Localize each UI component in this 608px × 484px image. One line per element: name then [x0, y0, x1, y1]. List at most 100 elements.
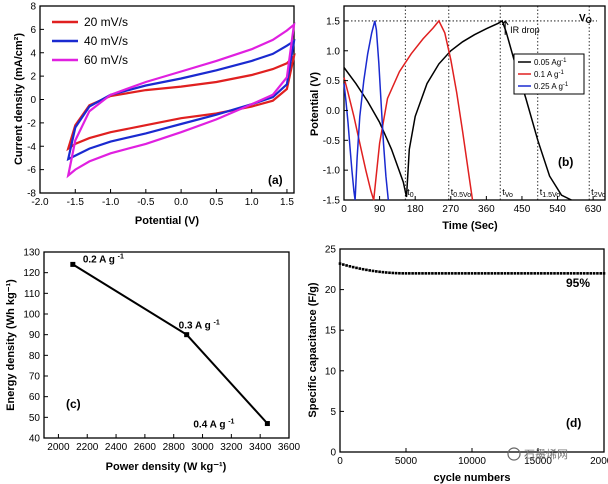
y-tick-label: 110 — [24, 289, 40, 300]
y-tick-label: 50 — [29, 413, 41, 424]
cycle-point — [414, 272, 418, 275]
panel-c-ylabel: Energy density (Wh kg⁻¹) — [5, 279, 17, 411]
gcd-curve — [343, 19, 474, 201]
cycle-point — [576, 272, 579, 275]
cycle-point — [493, 272, 497, 275]
y-tick-label: 25 — [325, 245, 337, 256]
ir-drop-arrowhead — [501, 20, 509, 26]
ragone-point — [184, 332, 190, 338]
cycle-point — [474, 272, 477, 275]
cycle-point — [467, 272, 470, 275]
y-tick-label: 1.5 — [326, 16, 340, 27]
y-tick-label: -4 — [27, 142, 36, 153]
gcd-curve — [343, 20, 390, 201]
cycle-point — [602, 272, 606, 275]
watermark: 石墨烯网 — [507, 447, 568, 461]
cycle-point — [530, 272, 533, 275]
panel-b-legend: 0.05 Ag-1 0.1 A g-1 0.25 A g-1 — [513, 53, 585, 95]
x-tick-label: -1.5 — [67, 197, 85, 208]
cycle-point — [497, 272, 500, 275]
x-tick-label: 2800 — [163, 442, 186, 453]
cycle-point — [375, 270, 378, 273]
x-tick-label: 0 — [337, 456, 343, 467]
ragone-point-superscript: -1 — [118, 253, 124, 260]
cycle-point — [592, 272, 596, 275]
cycle-point — [391, 271, 395, 275]
cycle-point — [348, 265, 352, 268]
cycle-point — [520, 272, 523, 275]
time-marker-label: t0 — [407, 187, 414, 199]
cycle-point — [510, 272, 513, 275]
cycle-point — [457, 272, 461, 275]
cycle-point — [546, 272, 550, 275]
cycle-point — [427, 272, 431, 275]
x-tick-label: 180 — [407, 204, 424, 215]
y-tick-label: 10 — [325, 366, 337, 377]
cycle-point — [368, 269, 371, 272]
panel-b-gcd-chart: 0 90 180 270 360 450 540 630 -1.5 -1.0 -0.5 0.0 0.5 1… — [309, 5, 606, 232]
cycle-point — [401, 272, 404, 275]
cycle-point — [470, 272, 474, 275]
x-tick-label: 3000 — [191, 442, 214, 453]
legend-entry: 60 mV/s — [84, 53, 128, 67]
y-tick-label: 70 — [29, 372, 41, 383]
cycle-point — [526, 272, 530, 275]
cycle-point — [523, 272, 527, 275]
gcd-curve — [343, 19, 572, 201]
x-tick-label: 0.0 — [174, 197, 188, 208]
cycle-point — [447, 272, 451, 275]
cv-loop-60-mV-s — [66, 22, 296, 179]
y-tick-label: 2 — [30, 72, 36, 83]
wechat-icon — [507, 447, 521, 461]
cycle-point — [358, 267, 362, 270]
cycle-point — [450, 272, 454, 275]
time-marker-subscript: 2Vo — [594, 192, 606, 199]
y-tick-label: -1.0 — [323, 166, 341, 177]
cycle-point — [540, 272, 543, 275]
cycle-point — [404, 272, 408, 275]
x-tick-label: 3200 — [220, 442, 243, 453]
panel-b-xlabel: Time (Sec) — [442, 220, 498, 232]
y-tick-label: 0 — [330, 448, 336, 459]
cycle-point — [338, 262, 342, 265]
y-tick-label: 90 — [29, 330, 41, 341]
x-tick-label: 2400 — [105, 442, 128, 453]
panel-a-ylabel: Current density (mA/cm²) — [13, 33, 25, 165]
ir-drop-label: IR drop — [510, 25, 540, 35]
cycle-point — [431, 272, 434, 275]
cycle-point — [477, 272, 480, 275]
cycle-point — [381, 270, 385, 274]
cycle-point — [394, 271, 398, 275]
y-tick-label: -2 — [27, 118, 36, 129]
x-tick-label: 2600 — [134, 442, 157, 453]
cycle-point — [503, 272, 507, 275]
y-tick-label: 4 — [30, 48, 36, 59]
cycle-point — [421, 272, 424, 275]
cycle-point — [371, 269, 375, 273]
y-tick-label: 1.0 — [326, 46, 340, 57]
time-marker-subscript: Vo — [505, 192, 513, 199]
cycle-point — [490, 272, 494, 275]
cycle-point — [507, 272, 510, 275]
time-marker-subscript: 1.5Vo — [542, 192, 560, 199]
cycle-point — [596, 272, 599, 275]
y-tick-label: -1.5 — [323, 196, 341, 207]
y-tick-label: 20 — [325, 285, 337, 296]
legend-superscript: -1 — [561, 58, 567, 64]
cycle-point — [513, 272, 517, 275]
panel-d-cycling-chart: 0 5000 10000 15000 20000 0 5 10 15 20 25 cycle num… — [307, 245, 608, 484]
cycle-point — [351, 265, 355, 269]
ragone-point-label: 0.2 A g -1 — [83, 253, 124, 265]
cycle-point — [378, 270, 381, 274]
panel-c-frame — [43, 251, 290, 439]
x-tick-label: 15000 — [524, 456, 552, 467]
y-tick-label: 15 — [325, 326, 337, 337]
y-tick-label: 60 — [29, 392, 41, 403]
cycle-point — [566, 272, 569, 275]
legend-entry: 0.05 Ag-1 — [534, 58, 567, 67]
panel-a-frame — [39, 5, 295, 194]
cycle-point — [516, 272, 520, 275]
cycle-point — [589, 272, 593, 275]
cycle-point — [559, 272, 563, 275]
